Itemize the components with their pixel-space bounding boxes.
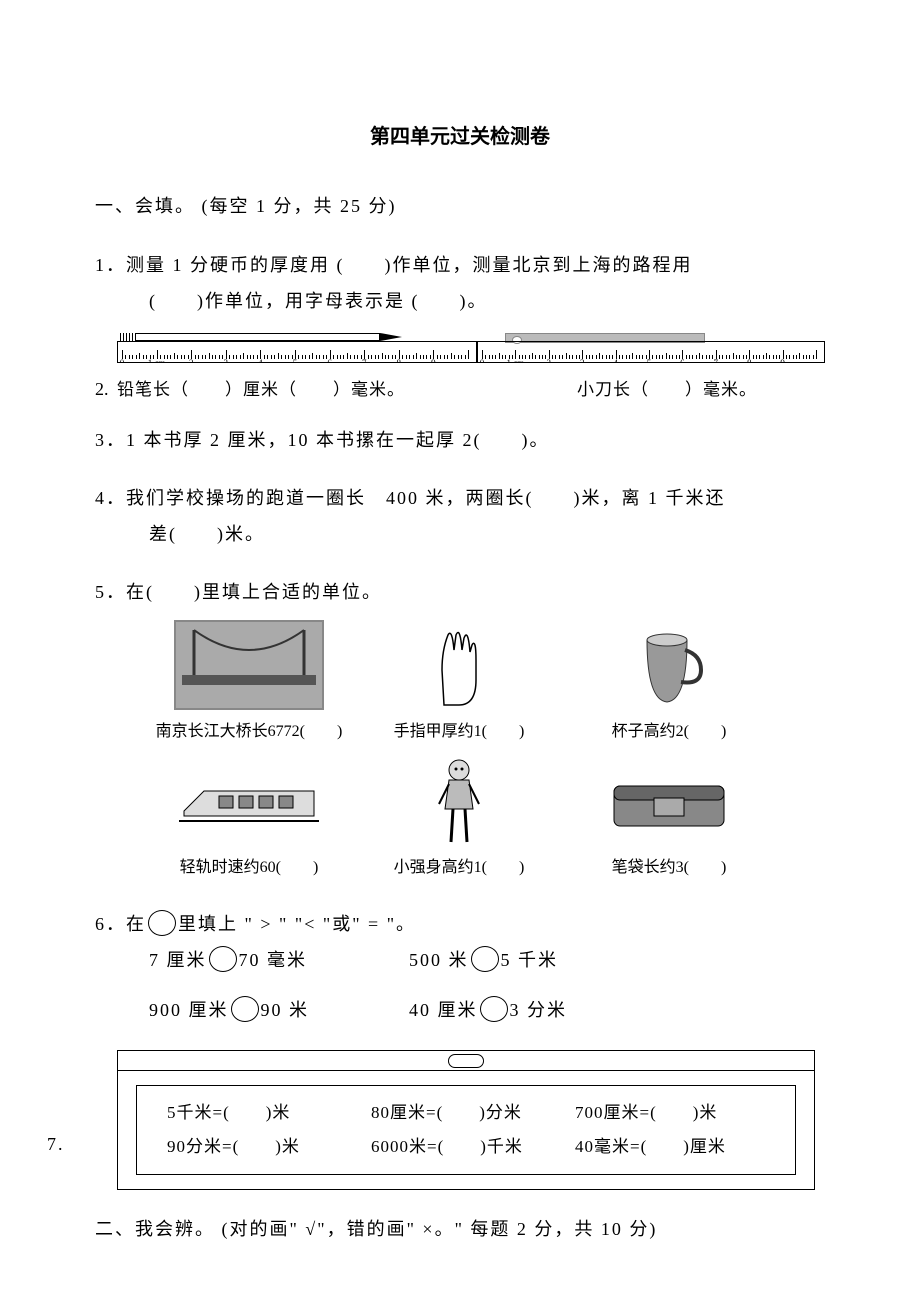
hand-icon: [424, 620, 494, 710]
q5-cap-1: 手指甲厚约1( ): [359, 716, 559, 748]
q7-0-0: 5千米=( )米: [167, 1096, 371, 1130]
q7-1-2: 40毫米=( )厘米: [575, 1130, 779, 1164]
q7-1-0: 90分米=( )米: [167, 1130, 371, 1164]
circle-icon: [471, 946, 499, 972]
q5-cap-4: 小强身高约1( ): [359, 852, 559, 884]
circle-icon: [480, 996, 508, 1022]
section-2-scoring: (对的画" √"，错的画" ×。" 每题 2 分，共 10 分): [222, 1219, 658, 1239]
circle-icon: [231, 996, 259, 1022]
q7-0-1: 80厘米=( )分米: [371, 1096, 575, 1130]
q7-row-1: 90分米=( )米 6000米=( )千米 40毫米=( )厘米: [167, 1130, 779, 1164]
q5-cap-5: 笔袋长约3( ): [569, 852, 769, 884]
q6-0-a1: 7 厘米: [149, 950, 207, 970]
q2-knife-a: 小刀长（: [577, 380, 649, 399]
q1-l2b: )作单位，用字母表示是 (: [197, 291, 420, 311]
q2-number: 2.: [95, 379, 117, 400]
boy-icon: [429, 754, 489, 849]
q5-cap-3: 轻轨时速约60( ): [149, 852, 349, 884]
section-1-label: 一、会填。: [95, 196, 195, 216]
question-4: 4．我们学校操场的跑道一圈长 400 米，两圈长( )米，离 1 千米还 差( …: [95, 480, 825, 552]
section-1-header: 一、会填。 (每空 1 分，共 25 分): [95, 189, 825, 223]
q6-head-a: 6．在: [95, 914, 146, 934]
q6-head-b: 里填上 " > " "< "或" = "。: [178, 914, 416, 934]
page-title: 第四单元过关检测卷: [95, 120, 825, 149]
knife-ruler: 0234567891 cm: [477, 341, 825, 373]
circle-icon: [209, 946, 237, 972]
q6-row-1: 900 厘米 90 米 40 厘米 3 分米: [149, 992, 825, 1028]
q1-l2a: (: [149, 291, 157, 311]
question-5: 5．在( )里填上合适的单位。 南京长江大桥长6772( ): [95, 574, 825, 884]
q6-0-b1: 500 米: [409, 950, 469, 970]
question-6: 6．在 里填上 " > " "< "或" = "。 7 厘米 70 毫米 500 米…: [95, 906, 825, 1028]
circle-icon: [148, 910, 176, 936]
question-7: 7. 5千米=( )米 80厘米=( )分米 700厘米=( )米 90分米=(…: [95, 1050, 825, 1190]
q5-item-bag: 笔袋长约3( ): [569, 756, 769, 884]
q6-1-b1: 40 厘米: [409, 1000, 478, 1020]
q4-line2: 差( )米。: [95, 516, 825, 552]
cup-icon: [629, 620, 709, 710]
q5-item-cup: 杯子高约2( ): [569, 620, 769, 748]
q6-row-0: 7 厘米 70 毫米 500 米 5 千米: [149, 942, 825, 978]
q2-pencil-b: ）厘米（: [225, 380, 297, 399]
q1-prefix: 1．测量 1 分硬币的厚度用 (: [95, 255, 345, 275]
q2-pencil-c: ）毫米。: [333, 380, 405, 399]
q1-mid: )作单位，测量北京到上海的路程用: [385, 255, 693, 275]
bridge-icon: [174, 620, 324, 710]
q6-1-b2: 3 分米: [510, 1000, 568, 1020]
briefcase-tab-icon: [118, 1051, 814, 1071]
q1-l2c: )。: [460, 291, 488, 311]
section-2-header: 二、我会辨。 (对的画" √"，错的画" ×。" 每题 2 分，共 10 分): [95, 1212, 825, 1246]
q7-row-0: 5千米=( )米 80厘米=( )分米 700厘米=( )米: [167, 1096, 779, 1130]
q5-item-bridge: 南京长江大桥长6772( ): [149, 620, 349, 748]
q7-1-1: 6000米=( )千米: [371, 1130, 575, 1164]
q6-0-a2: 70 毫米: [239, 950, 308, 970]
q4-line1: 4．我们学校操场的跑道一圈长 400 米，两圈长( )米，离 1 千米还: [95, 480, 825, 516]
pencil-ruler: 0234567891 cm: [117, 341, 477, 373]
q2-knife-b: ）毫米。: [685, 380, 757, 399]
q5-item-boy: 小强身高约1( ): [359, 756, 559, 884]
q2-pencil-a: 铅笔长（: [117, 380, 189, 399]
question-1: 1．测量 1 分硬币的厚度用 ( )作单位，测量北京到上海的路程用 ( )作单位…: [95, 247, 825, 319]
q6-0-b2: 5 千米: [501, 950, 559, 970]
q6-1-a1: 900 厘米: [149, 1000, 229, 1020]
question-3: 3．1 本书厚 2 厘米，10 本书摞在一起厚 2( )。: [95, 422, 825, 458]
bag-icon: [604, 766, 734, 836]
section-2-label: 二、我会辨。: [95, 1219, 215, 1239]
q5-cap-0: 南京长江大桥长6772( ): [149, 716, 349, 748]
q5-item-train: 轻轨时速约60( ): [149, 756, 349, 884]
q5-item-hand: 手指甲厚约1( ): [359, 620, 559, 748]
section-1-scoring: (每空 1 分，共 25 分): [202, 196, 397, 216]
q5-head: 5．在( )里填上合适的单位。: [95, 574, 825, 610]
q7-0-2: 700厘米=( )米: [575, 1096, 779, 1130]
question-2: 2. 0234567891 cm 铅笔长（ ）厘米（ ）毫米。 02345678…: [95, 341, 825, 400]
q7-number: 7.: [47, 1134, 65, 1155]
q5-cap-2: 杯子高约2( ): [569, 716, 769, 748]
train-icon: [174, 766, 324, 836]
q6-1-a2: 90 米: [261, 1000, 310, 1020]
